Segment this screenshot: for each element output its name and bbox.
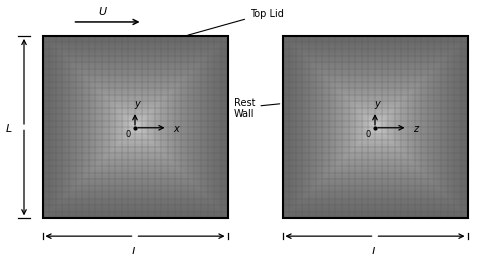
Text: x: x [174,123,180,133]
Text: z: z [414,123,418,133]
Text: 0: 0 [126,130,131,138]
Text: $U$: $U$ [98,5,108,17]
Text: $L$: $L$ [371,244,379,254]
Text: $L$: $L$ [131,244,139,254]
Text: y: y [134,99,140,109]
Text: Top Lid: Top Lid [188,9,284,36]
Text: Rest
Wall: Rest Wall [234,97,280,119]
Text: 0: 0 [366,130,371,138]
Text: $L$: $L$ [6,122,13,134]
Text: y: y [374,99,380,109]
